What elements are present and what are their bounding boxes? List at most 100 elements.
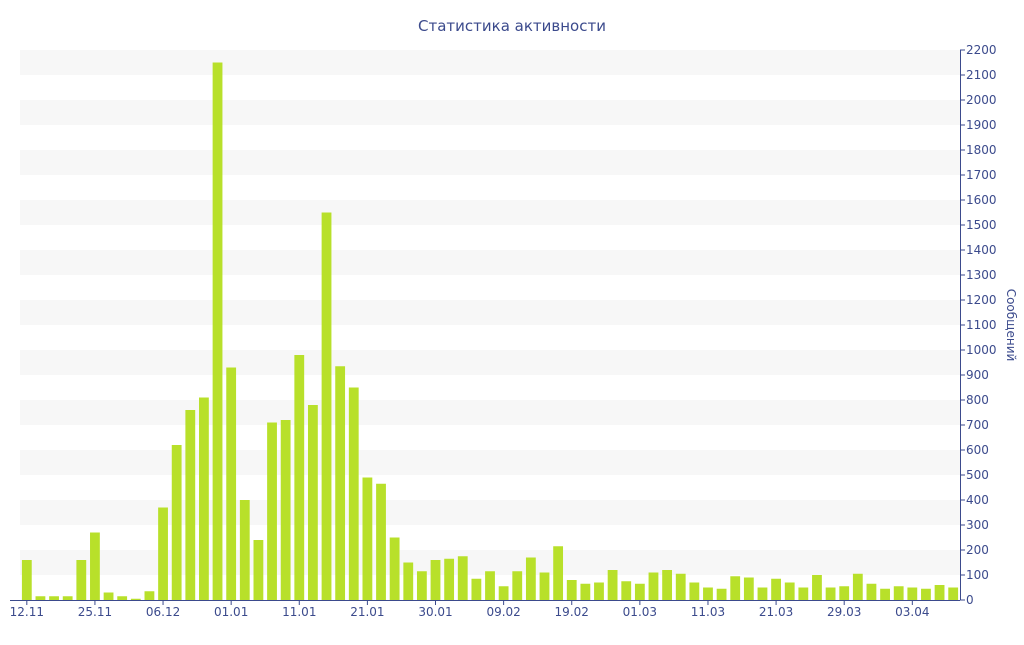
bar: [566, 580, 577, 600]
grid-band: [20, 50, 960, 75]
bar: [267, 422, 277, 600]
bar: [675, 573, 686, 600]
y-tick-label: 1300: [966, 268, 997, 282]
bar: [171, 445, 182, 600]
bar: [553, 546, 564, 600]
bar: [784, 582, 795, 600]
bar: [117, 596, 128, 600]
bar: [348, 387, 359, 600]
x-tick-label: 21.01: [350, 605, 384, 619]
y-tick-label: 900: [966, 368, 989, 382]
bar: [307, 405, 318, 600]
bar: [185, 410, 196, 600]
bar: [62, 596, 73, 600]
bar: [485, 571, 495, 600]
bar: [471, 578, 482, 600]
grid-band: [20, 300, 960, 325]
bar: [294, 355, 305, 600]
x-tick-label: 12.11: [10, 605, 44, 619]
bar: [430, 560, 441, 600]
bar: [212, 62, 223, 600]
y-tick-label: 200: [966, 543, 989, 557]
x-axis: 12.11 25.11 06.12 01.01 11.01 21.01 30.01 09.02…: [10, 600, 960, 619]
y-tick-label: 1700: [966, 168, 997, 182]
bar: [743, 577, 754, 600]
x-tick-label: 01.03: [623, 605, 657, 619]
y-tick-label: 2000: [966, 93, 997, 107]
bar: [812, 575, 822, 600]
bar: [934, 585, 945, 600]
y-axis: 0 100 200 300 400 500 600 700 800 900 1000 1100 1200…: [960, 43, 997, 607]
bar: [771, 578, 781, 600]
bar: [158, 507, 168, 600]
bar: [921, 588, 931, 600]
y-tick-label: 400: [966, 493, 989, 507]
y-tick-label: 700: [966, 418, 989, 432]
y-tick-label: 800: [966, 393, 989, 407]
bar: [362, 477, 373, 600]
bar: [199, 397, 209, 600]
x-tick-label: 11.01: [282, 605, 316, 619]
y-tick-label: 1600: [966, 193, 997, 207]
grid-band: [20, 350, 960, 375]
bar: [76, 560, 87, 600]
bar: [239, 500, 250, 600]
y-tick-label: 1900: [966, 118, 997, 132]
y-tick-label: 2200: [966, 43, 997, 57]
grid-bands: [20, 50, 960, 575]
bar: [648, 572, 659, 600]
x-tick-label: 01.01: [214, 605, 248, 619]
bar: [321, 212, 332, 600]
bar: [498, 586, 509, 600]
grid-band: [20, 400, 960, 425]
x-tick-label: 06.12: [146, 605, 180, 619]
x-tick-label: 03.04: [895, 605, 929, 619]
bar: [253, 540, 264, 600]
bar: [594, 582, 604, 600]
bar: [948, 587, 959, 600]
bar: [403, 562, 414, 600]
x-tick-label: 09.02: [486, 605, 520, 619]
grid-band: [20, 150, 960, 175]
bar: [389, 537, 400, 600]
y-tick-label: 1100: [966, 318, 997, 332]
bar: [49, 596, 59, 600]
bar: [730, 576, 741, 600]
bar: [852, 573, 863, 600]
bar: [825, 587, 836, 600]
grid-band: [20, 100, 960, 125]
bar: [580, 583, 591, 600]
bar: [35, 596, 46, 600]
bar: [539, 572, 550, 600]
bar: [621, 581, 632, 600]
x-tick-label: 19.02: [555, 605, 589, 619]
grid-band: [20, 450, 960, 475]
bar: [21, 560, 32, 600]
x-tick-label: 30.01: [418, 605, 452, 619]
bar: [280, 420, 291, 600]
y-tick-label: 600: [966, 443, 989, 457]
bar: [335, 366, 346, 600]
y-tick-label: 1400: [966, 243, 997, 257]
x-tick-label: 29.03: [827, 605, 861, 619]
y-tick-label: 1500: [966, 218, 997, 232]
bar: [444, 558, 455, 600]
bar: [607, 570, 618, 600]
bar: [893, 586, 904, 600]
bar: [512, 571, 523, 600]
bar-series: [21, 62, 959, 600]
x-tick-label: 11.03: [691, 605, 725, 619]
bar: [130, 598, 141, 600]
y-tick-label: 2100: [966, 68, 997, 82]
bar: [703, 587, 713, 600]
y-tick-label: 0: [966, 593, 974, 607]
bar: [634, 583, 645, 600]
bar: [144, 591, 155, 600]
y-tick-label: 100: [966, 568, 989, 582]
bar: [689, 582, 700, 600]
bar: [457, 556, 468, 600]
x-tick-label: 25.11: [78, 605, 112, 619]
bar: [757, 587, 768, 600]
bar: [226, 367, 237, 600]
